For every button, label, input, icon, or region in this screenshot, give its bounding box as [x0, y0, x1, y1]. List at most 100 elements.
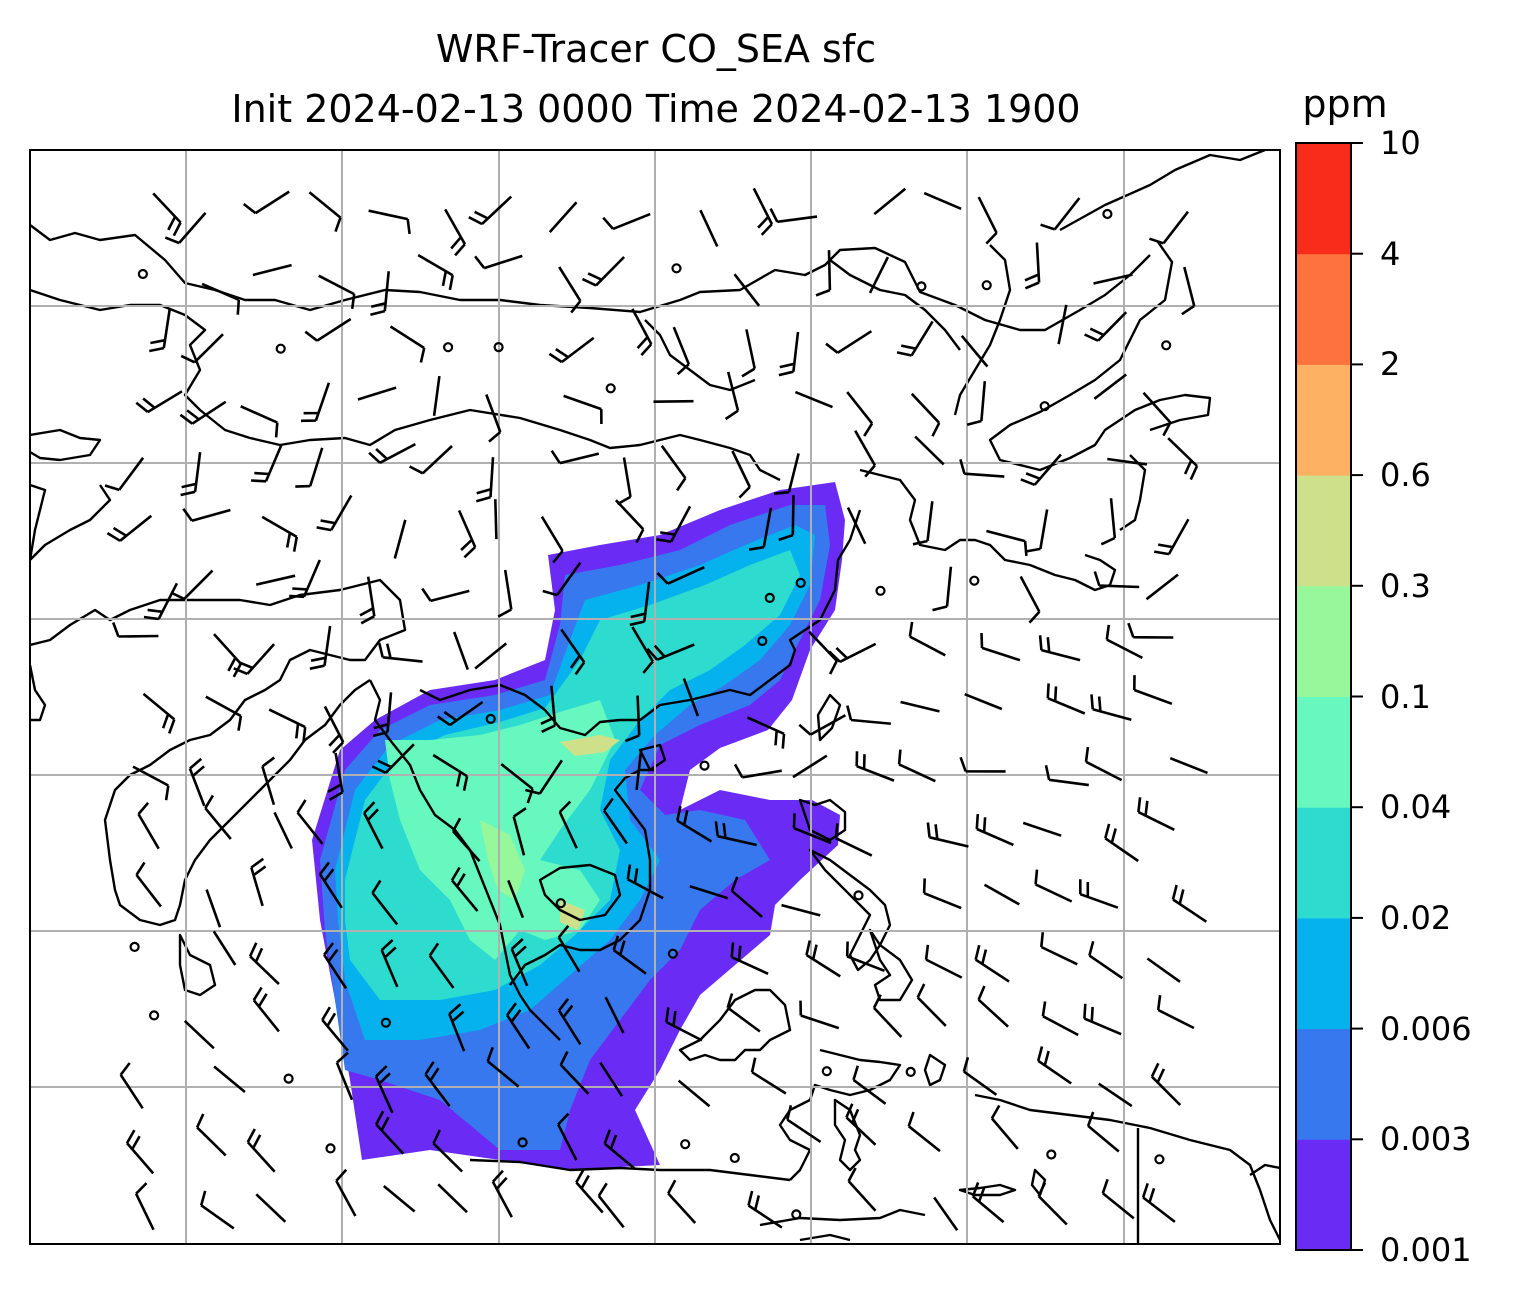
wind-barb: [474, 254, 523, 270]
colorbar-segment: [1296, 1139, 1351, 1251]
wind-barb: [1079, 879, 1119, 909]
wind-barb: [557, 1112, 578, 1161]
colorbar-tick-label: 0.02: [1380, 898, 1452, 937]
wind-barb: [1097, 1082, 1133, 1108]
wind-barb: [375, 1110, 405, 1155]
wind-barb: [111, 622, 159, 638]
wind-barb: [560, 628, 586, 676]
wind-barb: [1171, 884, 1208, 923]
calm-wind-marker: [667, 948, 679, 959]
wind-barb: [660, 445, 687, 492]
wind-barb: [1093, 571, 1140, 589]
wind-barb: [1141, 1182, 1176, 1223]
wind-barb: [323, 705, 345, 754]
wind-barb: [450, 866, 479, 912]
wind-barb: [382, 1184, 416, 1213]
calm-wind-marker: [764, 592, 775, 604]
wind-barb: [1046, 683, 1086, 715]
calm-wind-marker: [981, 280, 992, 291]
wind-barb: [792, 813, 832, 845]
wind-barb: [152, 192, 182, 237]
wind-barb: [794, 390, 833, 409]
wind-barb: [512, 807, 527, 856]
wind-barb: [1142, 391, 1172, 437]
wind-barb: [665, 1007, 703, 1042]
wind-barb: [897, 749, 936, 783]
wind-barb: [748, 507, 773, 551]
colorbar-segment: [1296, 253, 1351, 365]
wind-barb: [417, 253, 454, 291]
wind-barb: [1153, 518, 1190, 556]
wind-barb: [1093, 373, 1127, 400]
wind-barb: [599, 1061, 624, 1097]
wind-barb: [966, 381, 987, 427]
wind-barb: [983, 883, 1020, 906]
wind-barb: [977, 985, 1009, 1028]
wind-barb: [182, 507, 231, 523]
wind-barb: [371, 879, 399, 926]
wind-barb: [798, 714, 847, 736]
wind-barb: [491, 1169, 513, 1218]
wind-barb: [164, 212, 207, 245]
wind-barb: [380, 939, 399, 988]
wind-barb: [494, 499, 498, 540]
wind-barb: [1107, 457, 1148, 466]
wind-barb: [922, 878, 962, 910]
wind-barb: [975, 814, 1014, 847]
wind-barb: [421, 587, 470, 603]
wind-barb: [959, 756, 1006, 773]
wind-barb: [575, 1168, 604, 1214]
calm-wind-marker: [443, 342, 454, 353]
wind-barb: [581, 256, 626, 287]
wind-barb: [550, 449, 600, 465]
calm-wind-marker: [791, 1209, 802, 1220]
wind-barb: [444, 208, 467, 257]
wind-barb: [374, 1065, 394, 1114]
wind-barb: [540, 516, 564, 564]
wind-barb: [1086, 1111, 1120, 1153]
wind-barb: [201, 282, 241, 315]
wind-barb: [251, 443, 283, 483]
wind-barb: [730, 942, 769, 975]
wind-barb: [964, 692, 1003, 711]
wind-barb: [563, 394, 603, 425]
wind-barb: [855, 751, 895, 782]
wind-barb: [252, 986, 280, 1033]
wind-barb: [852, 1065, 887, 1105]
wind-barb: [240, 405, 279, 438]
wind-barb: [135, 861, 162, 908]
wind-barb: [132, 765, 170, 801]
wind-barb: [614, 499, 645, 544]
wind-barb: [845, 941, 885, 973]
colorbar-tick-label: 0.001: [1380, 1231, 1472, 1269]
wind-barb: [682, 678, 700, 717]
calm-wind-marker: [1039, 401, 1050, 412]
wind-barb: [180, 452, 202, 497]
wind-barb: [773, 453, 800, 495]
wind-barb: [559, 1051, 590, 1095]
wind-barb: [603, 797, 628, 845]
colorbar-segment: [1296, 475, 1351, 587]
wind-barb: [540, 685, 557, 733]
wind-barb: [778, 331, 800, 377]
wind-barb: [612, 935, 647, 975]
wind-barb: [733, 273, 761, 307]
wind-barb: [335, 1168, 357, 1217]
wind-barb: [363, 801, 384, 850]
wind-barb: [962, 1056, 998, 1096]
wind-barb: [635, 750, 643, 791]
wind-barb: [846, 391, 874, 437]
wind-barb: [432, 375, 441, 416]
colorbar-tick-label: 0.1: [1380, 677, 1431, 716]
wind-barb: [1088, 940, 1124, 980]
calm-wind-marker: [380, 1017, 391, 1028]
wind-barb: [557, 998, 582, 1045]
wind-barb: [316, 494, 353, 532]
wind-barb: [656, 505, 692, 543]
wind-barb: [730, 876, 763, 918]
wind-barb: [142, 692, 176, 734]
wind-barb: [548, 201, 578, 233]
wind-barb: [845, 1103, 877, 1146]
wind-barb: [959, 459, 1005, 478]
wind-barb: [815, 250, 832, 297]
